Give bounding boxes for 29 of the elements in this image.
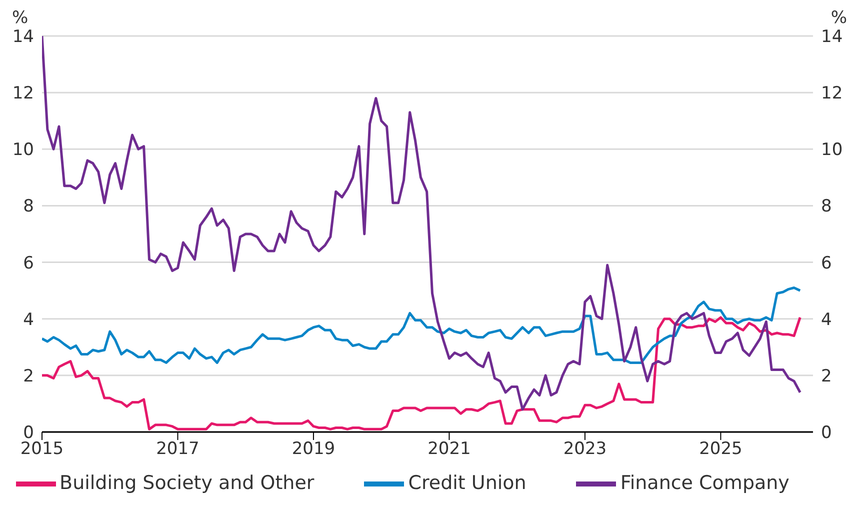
- y2-tick-label: 8: [821, 196, 832, 217]
- y2-tick-label: 0: [821, 423, 832, 444]
- x-tick-label: 2017: [156, 439, 200, 460]
- legend-label: Building Society and Other: [60, 472, 314, 494]
- x-tick-label: 2019: [292, 439, 336, 460]
- y2-tick-label: 14: [821, 27, 843, 48]
- y-tick-label: 8: [23, 196, 34, 217]
- line-series: [42, 316, 802, 430]
- y-tick-label: 14: [12, 27, 34, 48]
- line-series: [42, 36, 802, 411]
- y-tick-label: 2: [23, 366, 34, 386]
- y-tick-label: 10: [12, 140, 34, 160]
- y2-tick-label: 12: [821, 84, 843, 104]
- x-tick-label: 2023: [563, 439, 607, 460]
- y-axis-title: %: [12, 8, 28, 28]
- y2-tick-label: 2: [821, 366, 832, 386]
- y-tick-label: 12: [12, 84, 34, 104]
- legend-label: Finance Company: [620, 472, 790, 494]
- line-series: [42, 286, 802, 364]
- y2-tick-label: 6: [821, 253, 832, 274]
- legend-label: Credit Union: [408, 472, 526, 494]
- x-tick-label: 2025: [699, 439, 742, 460]
- y2-axis-title: %: [830, 8, 847, 28]
- x-tick-label: 2015: [20, 439, 64, 460]
- x-tick-label: 2021: [428, 439, 471, 460]
- y-tick-label: 6: [23, 253, 34, 274]
- y-tick-label: 4: [23, 310, 34, 330]
- y2-tick-label: 4: [821, 310, 832, 330]
- y2-tick-label: 10: [821, 140, 843, 160]
